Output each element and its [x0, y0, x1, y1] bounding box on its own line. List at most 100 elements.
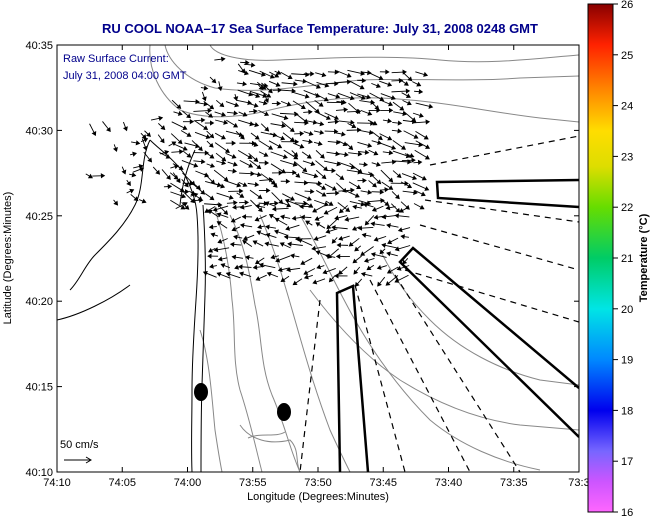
current-vector: [282, 132, 295, 142]
current-vectors: [85, 56, 434, 287]
current-vector: [336, 242, 349, 248]
current-vector: [305, 220, 313, 226]
current-vector: [215, 119, 229, 125]
current-vector: [245, 255, 254, 261]
current-vector: [398, 206, 409, 213]
current-vector: [270, 151, 288, 159]
colorbar-tick-label: 20: [621, 304, 633, 316]
current-vector: [193, 158, 206, 165]
current-vector: [312, 205, 325, 213]
current-vector: [377, 276, 386, 287]
current-vector: [380, 107, 394, 114]
current-vector: [249, 102, 259, 108]
current-vector: [338, 266, 348, 275]
current-vector: [233, 234, 243, 240]
current-vector: [132, 166, 145, 173]
current-vector: [303, 71, 315, 77]
current-vector: [349, 80, 365, 90]
current-vector: [352, 255, 362, 264]
current-vector: [130, 151, 138, 157]
current-vector: [170, 199, 186, 210]
current-vector: [239, 204, 252, 210]
current-vector: [144, 130, 151, 137]
current-vector: [205, 111, 214, 118]
current-vector: [268, 140, 283, 149]
current-vector: [261, 82, 273, 94]
current-vector: [281, 88, 297, 94]
current-vector: [192, 197, 204, 203]
current-vector: [367, 119, 378, 126]
current-vector: [344, 216, 360, 222]
current-vector: [259, 160, 270, 166]
current-vector: [387, 237, 399, 245]
current-vector: [368, 149, 379, 156]
current-vector: [354, 278, 363, 287]
current-vector: [271, 113, 289, 121]
current-vector: [204, 206, 216, 213]
current-vector: [182, 119, 195, 125]
current-vector: [334, 215, 348, 221]
current-vector: [400, 181, 413, 189]
current-vector: [237, 63, 246, 74]
current-vector: [294, 192, 312, 201]
current-vector: [130, 194, 139, 202]
current-vector: [181, 159, 199, 168]
current-vector: [263, 93, 269, 103]
current-vector: [269, 200, 279, 206]
current-vector: [325, 200, 334, 206]
current-vector: [380, 169, 394, 183]
y-tick-label: 40:15: [25, 382, 53, 394]
current-vector: [347, 108, 362, 115]
current-vector: [371, 189, 385, 195]
current-vector: [326, 190, 340, 196]
current-vector: [386, 266, 399, 274]
current-vector: [326, 168, 336, 174]
current-vector: [182, 110, 192, 119]
current-vector: [225, 271, 241, 279]
current-vector: [315, 169, 327, 180]
current-vector: [415, 71, 429, 77]
current-vector: [324, 183, 337, 191]
current-vector: [331, 224, 348, 231]
current-vector: [314, 110, 331, 120]
current-vector: [368, 180, 377, 188]
current-vector: [280, 178, 291, 184]
current-vector: [338, 187, 355, 193]
x-axis: 74:10 74:05 74:00 73:55 73:50 73:45 73:40 73:35…: [43, 45, 590, 489]
current-vector: [280, 100, 292, 107]
x-tick-label: 73:55: [239, 477, 267, 489]
current-vector: [85, 173, 93, 179]
current-vector: [172, 172, 181, 184]
current-vector: [303, 268, 316, 275]
current-vector: [112, 144, 118, 152]
current-vector: [258, 109, 270, 117]
current-vector: [214, 56, 226, 62]
current-vector: [203, 101, 215, 110]
current-vector: [352, 226, 360, 231]
current-vector: [371, 161, 381, 167]
current-vector: [258, 262, 276, 269]
current-vector: [260, 90, 272, 98]
current-vector: [303, 79, 321, 89]
current-vector: [237, 150, 253, 159]
current-vector: [207, 253, 219, 259]
current-vector: [214, 183, 226, 189]
current-vector: [354, 245, 362, 252]
current-vector: [181, 201, 190, 210]
current-vector: [216, 271, 231, 279]
current-vector: [250, 171, 262, 178]
current-vector: [210, 232, 219, 238]
current-vector: [368, 171, 382, 185]
current-vector: [335, 131, 346, 137]
current-vector: [348, 151, 363, 157]
current-vector: [315, 150, 325, 159]
current-vector: [204, 120, 215, 126]
current-vector: [352, 204, 362, 210]
current-vector: [346, 169, 363, 175]
current-vector: [337, 92, 355, 101]
current-vector: [209, 76, 217, 84]
current-vector: [239, 222, 253, 229]
current-vector: [314, 99, 324, 107]
current-vector: [412, 172, 427, 181]
